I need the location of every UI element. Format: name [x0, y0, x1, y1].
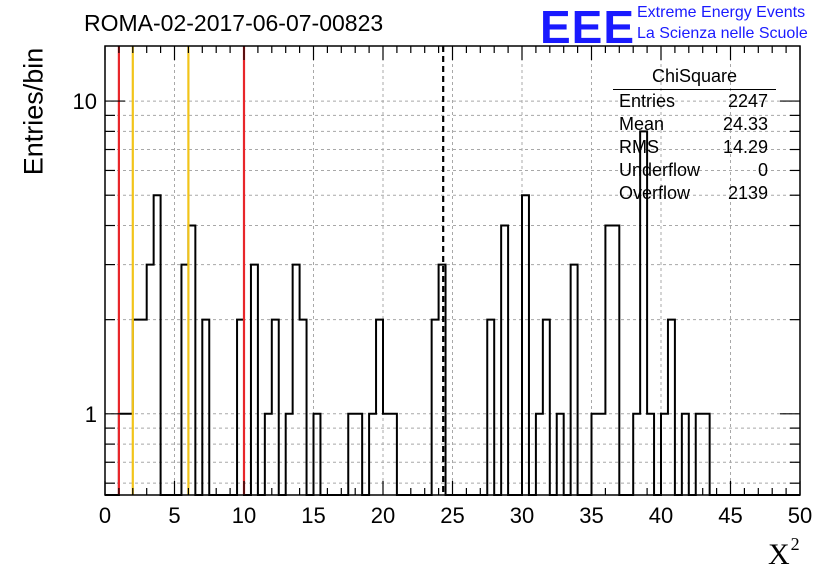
x-tick-label: 50 — [788, 503, 812, 528]
x-tick-label: 35 — [579, 503, 603, 528]
stats-value: 14.29 — [722, 137, 768, 157]
y-tick-label: 10 — [73, 89, 97, 114]
x-tick-label: 45 — [718, 503, 742, 528]
stats-value: 2139 — [727, 183, 768, 203]
stats-label: Entries — [619, 91, 676, 111]
x-tick-label: 25 — [440, 503, 464, 528]
stats-value: 2247 — [727, 91, 768, 111]
x-tick-label: 0 — [99, 503, 111, 528]
stats-value: 0 — [757, 160, 768, 180]
x-axis-label-superscript: 2 — [790, 534, 800, 554]
x-axis-label: X2 — [768, 534, 800, 572]
x-tick-label: 30 — [510, 503, 534, 528]
x-tick-label: 15 — [301, 503, 325, 528]
x-tick-label: 40 — [649, 503, 673, 528]
y-tick-label: 1 — [85, 402, 97, 427]
logo-caption-line2: La Scienza nelle Scuole — [637, 25, 808, 42]
stats-label: Mean — [619, 114, 665, 134]
stats-label: Overflow — [619, 183, 691, 203]
eee-logo: EEE — [540, 1, 636, 53]
stats-row-entries: Entries 2247 — [611, 90, 778, 113]
logo-caption: Extreme Energy Events La Scienza nelle S… — [637, 2, 808, 44]
logo-caption-line1: Extreme Energy Events — [637, 4, 806, 21]
x-tick-label: 5 — [168, 503, 180, 528]
stats-label: Underflow — [619, 160, 701, 180]
x-tick-label: 20 — [371, 503, 395, 528]
stats-row-rms: RMS 14.29 — [611, 136, 778, 159]
stats-label: RMS — [619, 137, 659, 157]
stats-box: ChiSquare Entries 2247 Mean 24.33 RMS 14.29… — [611, 64, 778, 205]
x-tick-label: 10 — [232, 503, 256, 528]
chart-title: ROMA-02-2017-06-07-00823 — [84, 10, 384, 36]
x-axis-label-main: X — [768, 538, 790, 571]
stats-row-underflow: Underflow 0 — [611, 159, 778, 182]
stats-value: 24.33 — [722, 114, 768, 134]
stats-title: ChiSquare — [613, 64, 776, 90]
stats-row-overflow: Overflow 2139 — [611, 182, 778, 205]
stats-row-mean: Mean 24.33 — [611, 113, 778, 136]
